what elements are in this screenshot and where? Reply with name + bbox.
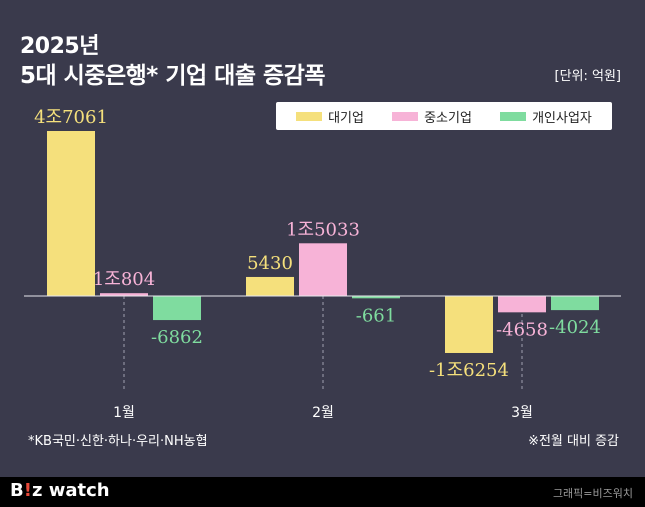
legend-item-sme: 중소기업 (392, 107, 472, 126)
bar (47, 131, 95, 296)
legend-item-self-employed: 개인사업자 (500, 107, 592, 126)
bar (153, 296, 201, 321)
bar (246, 276, 294, 296)
data-label: -661 (356, 305, 396, 326)
chart-title: 5대 시중은행* 기업 대출 증감폭 (20, 63, 325, 89)
data-label: -6862 (151, 327, 203, 348)
data-label: -1조6254 (429, 360, 509, 381)
footnote-basis: ※전월 대비 증감 (528, 434, 619, 449)
unit-label: [단위: 억원] (554, 69, 622, 84)
data-label: -4024 (549, 317, 601, 338)
footer-bar: B!z watch 그래픽=비즈워치 (0, 477, 645, 507)
bar (100, 293, 148, 296)
data-label: 1조5033 (286, 219, 360, 240)
legend-label-large-corp: 대기업 (328, 110, 364, 126)
legend-label-sme: 중소기업 (424, 110, 472, 126)
legend-swatch-self-employed (500, 111, 527, 121)
legend-swatch-sme (392, 111, 419, 121)
legend-swatch-large-corp (296, 111, 323, 121)
bar (352, 296, 400, 299)
data-label: 5430 (247, 253, 293, 274)
legend-item-large-corp: 대기업 (296, 107, 364, 126)
logo-part-b: B (10, 480, 24, 501)
logo-part-accent: ! (23, 480, 32, 501)
legend: 대기업 중소기업 개인사업자 (276, 102, 612, 130)
data-label: -4658 (496, 319, 548, 340)
x-tick-label: 3월 (511, 405, 533, 421)
logo-part-rest: z watch (31, 480, 110, 501)
bizwatch-logo: B!z watch (10, 480, 110, 501)
bar (445, 296, 493, 353)
data-label: 1조804 (93, 269, 155, 290)
bar (551, 296, 599, 311)
bar (498, 296, 546, 313)
graphic-credit: 그래픽=비즈워치 (552, 487, 633, 500)
x-tick-label: 2월 (312, 405, 334, 421)
x-tick-label: 1월 (113, 405, 135, 421)
chart-title-year: 2025년 (20, 34, 99, 59)
footnote-banks: *KB국민·신한·하나·우리·NH농협 (28, 434, 208, 449)
bar (299, 243, 347, 296)
data-label: 4조7061 (34, 107, 108, 128)
bar-chart: 4조7061 5430 -1조6254 1조804 1조5033 -4658 -6862 -6… (24, 107, 621, 421)
legend-label-self-employed: 개인사업자 (532, 110, 592, 126)
